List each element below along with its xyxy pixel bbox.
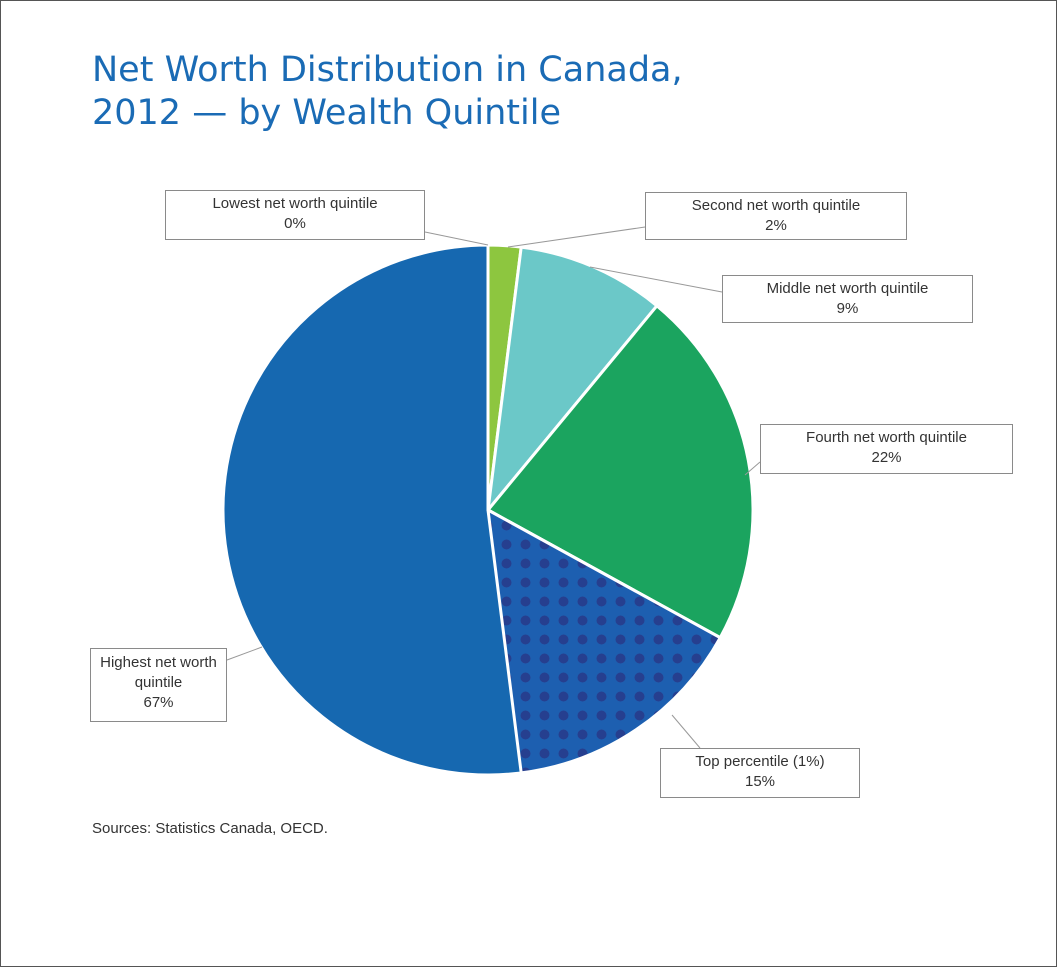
label-name: Fourth net worth quintile [806,429,967,446]
label-name: Middle net worth quintile [766,280,929,297]
label-name: Top percentile (1%) [695,753,825,770]
slice-label: Highest net worth quintile 67% [90,648,227,722]
label-value: 0% [284,215,306,232]
slice-label: Top percentile (1%) 15% [660,748,860,798]
slice-label: Lowest net worth quintile 0% [165,190,425,240]
label-value: 9% [836,300,859,317]
label-name: Highest net worth quintile [100,654,217,691]
pie-slice [486,245,659,512]
chart-title: 2012 — by Wealth Quintile [92,93,562,133]
label-name: Lowest net worth quintile [212,195,378,212]
label-value: 15% [744,773,776,790]
leader-line [671,714,701,749]
slice-label: Second net worth quintile 2% [645,192,907,240]
label-value: 22% [871,449,902,466]
leader-line [744,461,761,476]
leader-line [589,266,723,293]
pie-slice [486,304,755,640]
source-note: Sources: Statistics Canada, OECD. [92,820,328,837]
label-value: 2% [765,217,787,234]
leader-line [507,226,646,248]
slice-label: Middle net worth quintile 9% [722,275,973,323]
leader-line [226,646,263,661]
label-name: Second net worth quintile [691,197,861,214]
label-value: 67% [143,694,174,711]
slice-label: Fourth net worth quintile 22% [760,424,1013,474]
chart-title: Net Worth Distribution in Canada, [92,50,683,90]
leader-line [424,231,489,246]
pie-sub-slice [486,508,722,775]
